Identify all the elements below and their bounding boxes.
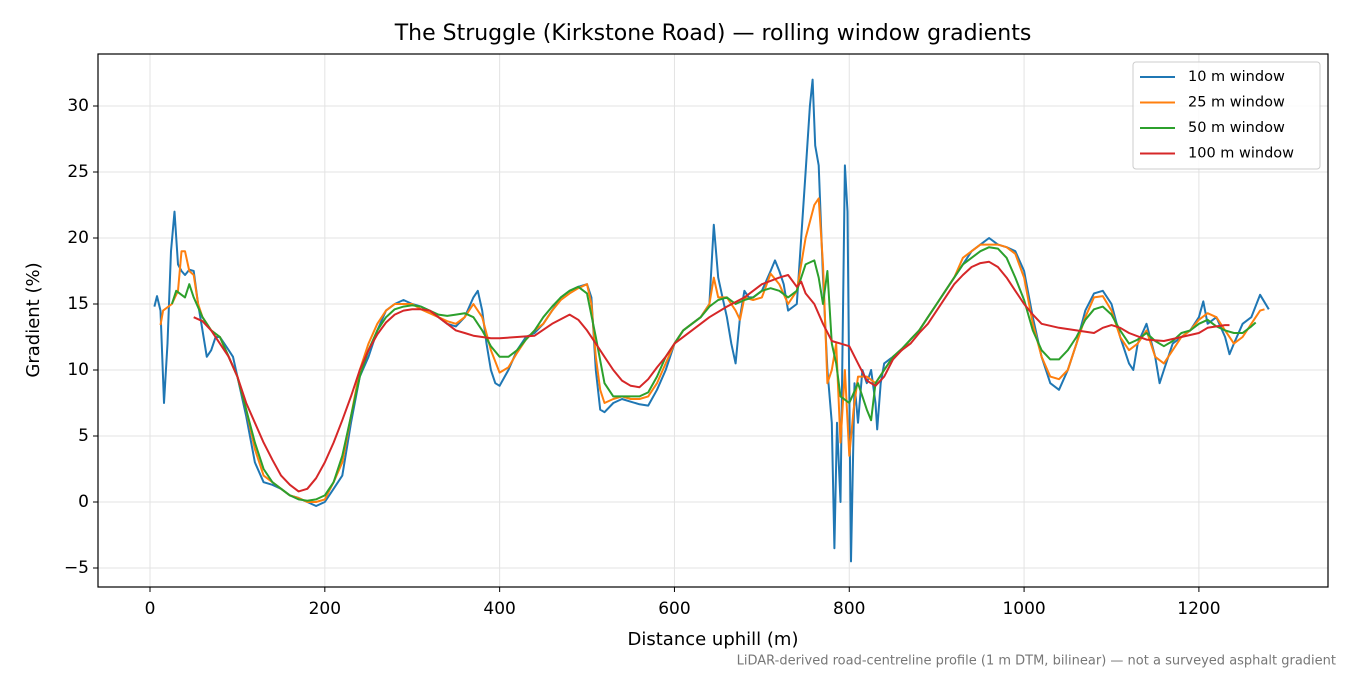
y-tick-label: 0 bbox=[78, 492, 89, 512]
x-tick-label: 600 bbox=[658, 599, 690, 619]
series-line bbox=[153, 78, 1270, 563]
x-tick-label: 800 bbox=[833, 599, 865, 619]
legend-label: 50 m window bbox=[1188, 120, 1285, 136]
y-tick-label: 20 bbox=[67, 228, 89, 248]
y-axis-label: Gradient (%) bbox=[23, 262, 44, 377]
annotation: LiDAR-derived road-centreline profile (1… bbox=[737, 654, 1336, 669]
legend-label: 10 m window bbox=[1188, 69, 1285, 85]
y-tick-label: 25 bbox=[67, 162, 89, 182]
chart-title: The Struggle (Kirkstone Road) — rolling … bbox=[394, 21, 1032, 46]
series-line bbox=[170, 246, 1257, 502]
x-tick-label: 1200 bbox=[1177, 599, 1220, 619]
series-line bbox=[159, 197, 1265, 503]
y-tick-label: 15 bbox=[67, 294, 89, 314]
y-tick-label: −5 bbox=[64, 558, 89, 578]
y-tick-label: 30 bbox=[67, 96, 89, 116]
x-tick-label: 1000 bbox=[1002, 599, 1045, 619]
x-tick-label: 0 bbox=[145, 599, 156, 619]
legend-label: 25 m window bbox=[1188, 95, 1285, 111]
legend-box bbox=[1132, 61, 1321, 170]
x-tick-label: 400 bbox=[483, 599, 515, 619]
x-axis-label: Distance uphill (m) bbox=[628, 629, 799, 650]
y-tick-label: 10 bbox=[67, 360, 89, 380]
legend-label: 100 m window bbox=[1188, 146, 1294, 162]
series-line bbox=[193, 260, 1230, 493]
y-tick-label: 5 bbox=[78, 426, 89, 446]
x-tick-label: 200 bbox=[309, 599, 341, 619]
plot-frame bbox=[97, 53, 1329, 588]
